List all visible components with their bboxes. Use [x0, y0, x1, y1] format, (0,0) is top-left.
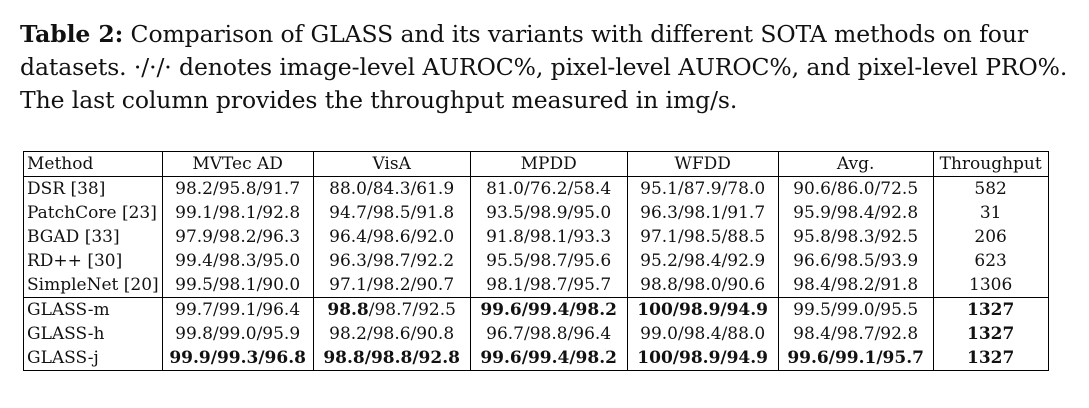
cell-avg: 95.8/98.3/92.5 [777, 225, 934, 249]
table-row: SimpleNet [20] 99.5/98.1/90.0 97.1/98.2/90… [23, 273, 1049, 298]
cell-mvtec: 99.1/98.1/92.8 [161, 201, 314, 225]
header-mpdd: MPDD [469, 151, 628, 177]
cell-visa: 96.3/98.7/92.2 [312, 249, 471, 273]
table-row: DSR [38] 98.2/95.8/91.7 88.0/84.3/61.9 81.0… [23, 176, 1049, 201]
cell-mpdd: 99.6/99.4/98.2 [469, 346, 628, 371]
cell-throughput: 582 [932, 176, 1049, 201]
cell-visa: 96.4/98.6/92.0 [312, 225, 471, 249]
header-method: Method [23, 151, 163, 177]
cell-avg: 95.9/98.4/92.8 [777, 201, 934, 225]
cell-method: DSR [38] [23, 176, 163, 201]
cell-throughput: 31 [932, 201, 1049, 225]
table-row: PatchCore [23] 99.1/98.1/92.8 94.7/98.5/91… [23, 201, 1049, 225]
cell-mvtec: 97.9/98.2/96.3 [161, 225, 314, 249]
cell-method: PatchCore [23] [23, 201, 163, 225]
header-wfdd: WFDD [626, 151, 779, 177]
cell-wfdd: 98.8/98.0/90.6 [626, 273, 779, 298]
table-row: GLASS-m 99.7/99.1/96.4 98.8/98.7/92.5 99.6/… [23, 297, 1049, 322]
cell-mvtec: 99.8/99.0/95.9 [161, 322, 314, 346]
header-avg: Avg. [777, 151, 934, 177]
cell-visa: 97.1/98.2/90.7 [312, 273, 471, 298]
cell-method: BGAD [33] [23, 225, 163, 249]
cell-mpdd: 98.1/98.7/95.7 [469, 273, 628, 298]
cell-avg: 90.6/86.0/72.5 [777, 176, 934, 201]
table-header-row: Method MVTec AD VisA MPDD WFDD Avg. Thro… [23, 151, 1049, 177]
header-mvtec: MVTec AD [161, 151, 314, 177]
cell-visa: 88.0/84.3/61.9 [312, 176, 471, 201]
cell-wfdd: 100/98.9/94.9 [626, 297, 779, 322]
cell-avg: 99.5/99.0/95.5 [777, 297, 934, 322]
cell-avg: 98.4/98.2/91.8 [777, 273, 934, 298]
cell-wfdd: 95.2/98.4/92.9 [626, 249, 779, 273]
cell-mpdd: 96.7/98.8/96.4 [469, 322, 628, 346]
comparison-table: Method MVTec AD VisA MPDD WFDD Avg. Thro… [23, 151, 1049, 371]
caption-text: Comparison of GLASS and its variants wit… [20, 20, 1068, 114]
table-caption: Table 2: Comparison of GLASS and its var… [20, 18, 1070, 117]
table-row: GLASS-j 99.9/99.3/96.8 98.8/98.8/92.8 99.6/… [23, 346, 1049, 371]
cell-visa: 94.7/98.5/91.8 [312, 201, 471, 225]
table-body: DSR [38] 98.2/95.8/91.7 88.0/84.3/61.9 81.0… [23, 176, 1049, 371]
table-row: BGAD [33] 97.9/98.2/96.3 96.4/98.6/92.0 91.… [23, 225, 1049, 249]
table-row: GLASS-h 99.8/99.0/95.9 98.2/98.6/90.8 96.7/… [23, 322, 1049, 346]
cell-throughput: 1327 [932, 297, 1049, 322]
cell-method: SimpleNet [20] [23, 273, 163, 298]
cell-mpdd: 81.0/76.2/58.4 [469, 176, 628, 201]
cell-visa: 98.8/98.7/92.5 [312, 297, 471, 322]
header-visa: VisA [312, 151, 471, 177]
cell-avg: 96.6/98.5/93.9 [777, 249, 934, 273]
caption-label: Table 2: [20, 20, 124, 48]
cell-wfdd: 99.0/98.4/88.0 [626, 322, 779, 346]
cell-method: GLASS-h [23, 322, 163, 346]
cell-throughput: 1306 [932, 273, 1049, 298]
cell-method: GLASS-j [23, 346, 163, 371]
cell-wfdd: 100/98.9/94.9 [626, 346, 779, 371]
cell-wfdd: 96.3/98.1/91.7 [626, 201, 779, 225]
cell-method: RD++ [30] [23, 249, 163, 273]
cell-avg: 98.4/98.7/92.8 [777, 322, 934, 346]
cell-mvtec: 99.4/98.3/95.0 [161, 249, 314, 273]
cell-throughput: 1327 [932, 346, 1049, 371]
cell-mvtec: 98.2/95.8/91.7 [161, 176, 314, 201]
cell-mpdd: 93.5/98.9/95.0 [469, 201, 628, 225]
cell-mvtec: 99.5/98.1/90.0 [161, 273, 314, 298]
cell-throughput: 623 [932, 249, 1049, 273]
cell-mpdd: 95.5/98.7/95.6 [469, 249, 628, 273]
cell-throughput: 206 [932, 225, 1049, 249]
cell-mpdd: 99.6/99.4/98.2 [469, 297, 628, 322]
cell-visa: 98.2/98.6/90.8 [312, 322, 471, 346]
cell-mvtec: 99.7/99.1/96.4 [161, 297, 314, 322]
cell-mpdd: 91.8/98.1/93.3 [469, 225, 628, 249]
cell-mvtec: 99.9/99.3/96.8 [161, 346, 314, 371]
cell-wfdd: 97.1/98.5/88.5 [626, 225, 779, 249]
table-row: RD++ [30] 99.4/98.3/95.0 96.3/98.7/92.2 95.… [23, 249, 1049, 273]
cell-avg: 99.6/99.1/95.7 [777, 346, 934, 371]
cell-wfdd: 95.1/87.9/78.0 [626, 176, 779, 201]
header-throughput: Throughput [932, 151, 1049, 177]
cell-visa: 98.8/98.8/92.8 [312, 346, 471, 371]
cell-throughput: 1327 [932, 322, 1049, 346]
cell-method: GLASS-m [23, 297, 163, 322]
